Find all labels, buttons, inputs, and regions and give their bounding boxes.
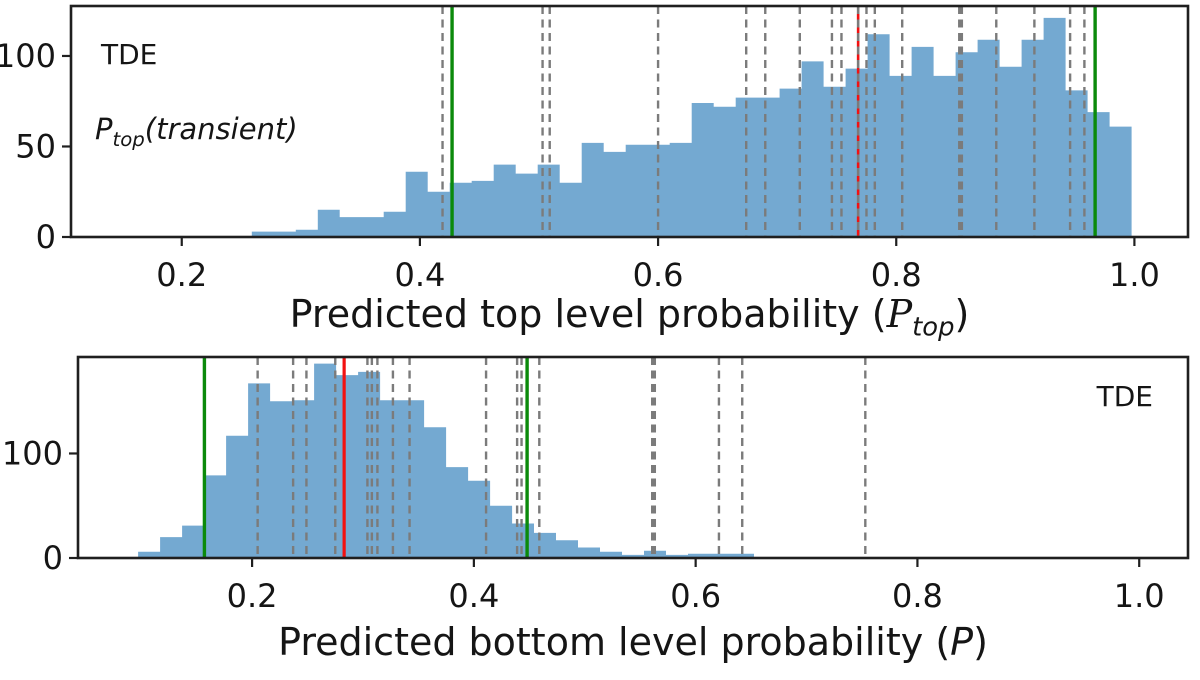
- x-tick-label: 0.2: [156, 256, 207, 294]
- bottom-class-label: TDE: [1096, 380, 1153, 413]
- y-tick-label: 100: [0, 37, 56, 75]
- y-tick-label: 50: [15, 127, 56, 165]
- histogram-bars: [251, 17, 1132, 238]
- y-tick-label: 0: [43, 539, 63, 577]
- top-plot: 0.2 0.4 0.6 0.8 1.0 0 50 100: [0, 4, 1190, 294]
- plot-spines: [69, 4, 1190, 239]
- ptop-suffix: (transient): [144, 112, 298, 146]
- top-x-axis-title: Predicted top level probability (Ptop): [71, 292, 1188, 341]
- histogram-bars: [138, 363, 755, 558]
- top-inside-label: Ptop(transient): [95, 112, 298, 149]
- top-title-symbol: P: [886, 292, 913, 336]
- top-title-close: ): [954, 292, 970, 336]
- top-class-label: TDE: [101, 38, 158, 71]
- bottom-title-text: Predicted bottom level probability (: [278, 620, 951, 664]
- plot-spines: [76, 355, 1190, 560]
- x-tick-label: 1.0: [1114, 577, 1165, 615]
- x-tick-label: 1.0: [1109, 256, 1160, 294]
- x-tick-label: 0.8: [892, 577, 943, 615]
- x-tick-label: 0.2: [227, 577, 278, 615]
- x-tick-label: 0.6: [670, 577, 721, 615]
- y-tick-label: 100: [2, 434, 63, 472]
- ptop-symbol: P: [95, 112, 113, 146]
- bottom-plot: 0.2 0.4 0.6 0.8 1.0 0 100: [2, 355, 1190, 615]
- ptop-subscript: top: [112, 127, 145, 151]
- bottom-title-symbol: P: [950, 620, 974, 664]
- bottom-title-close: ): [973, 620, 988, 664]
- bottom-x-axis-title: Predicted bottom level probability (P): [78, 620, 1188, 664]
- x-tick-label: 0.8: [871, 256, 922, 294]
- y-tick-label: 0: [36, 218, 56, 256]
- x-tick-label: 0.4: [394, 256, 445, 294]
- x-tick-label: 0.6: [633, 256, 684, 294]
- top-title-text: Predicted top level probability (: [289, 292, 887, 336]
- x-tick-label: 0.4: [448, 577, 499, 615]
- top-title-subscript: top: [912, 312, 955, 343]
